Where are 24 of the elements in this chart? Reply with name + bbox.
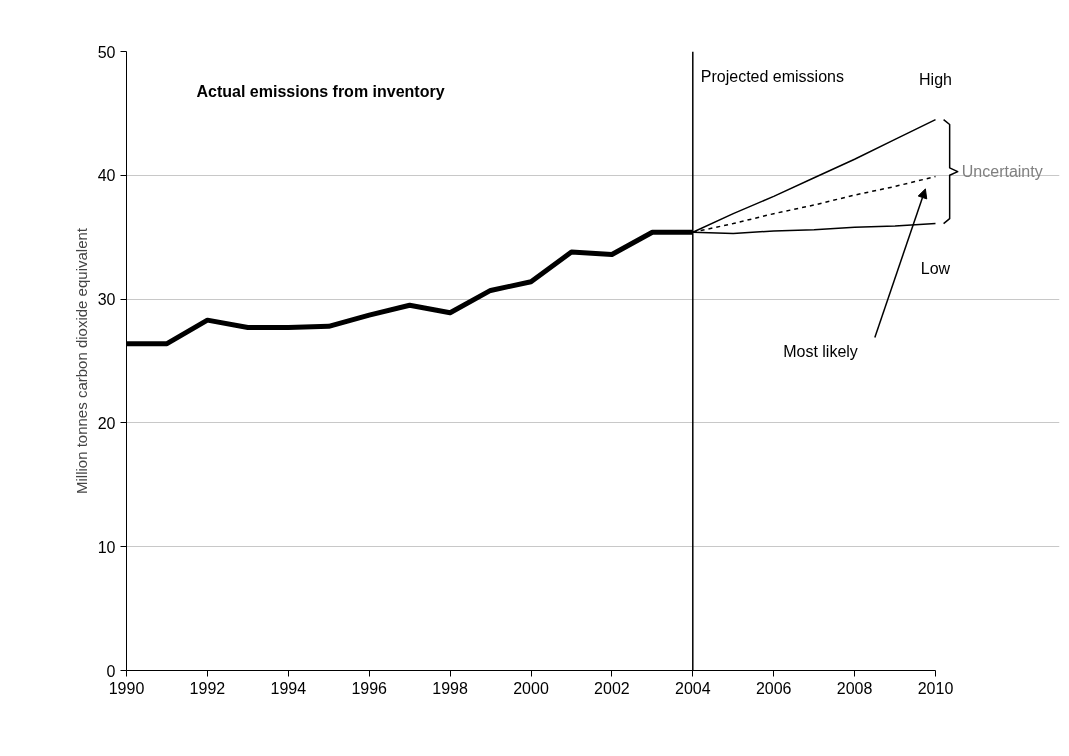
annotation: Actual emissions from inventory <box>196 83 445 100</box>
x-tick-label: 1990 <box>108 679 145 697</box>
y-tick-label: 40 <box>97 167 116 185</box>
text: Low <box>920 260 951 278</box>
y-tick-label: 50 <box>97 43 116 61</box>
y-tick-label: 20 <box>97 414 116 432</box>
text: High <box>919 71 952 89</box>
text: Uncertainty <box>961 163 1043 181</box>
y-tick-label: 0 <box>106 662 116 680</box>
annotation: Projected emissions <box>700 68 844 85</box>
x-tick-label: 2000 <box>513 679 549 697</box>
x-tick-label: 2008 <box>836 679 873 697</box>
y-tick-label: 30 <box>97 291 116 309</box>
text: Most likely <box>783 343 858 361</box>
x-tick-label: 1994 <box>270 679 307 697</box>
y-axis-title: Million tonnes carbon dioxide equivalent <box>72 227 90 494</box>
x-tick-label: 2006 <box>755 679 792 697</box>
x-tick-label: 1992 <box>189 679 226 697</box>
x-tick-label: 2004 <box>675 679 711 697</box>
x-tick-label: 1996 <box>351 679 388 697</box>
x-tick-label: 2010 <box>917 679 954 697</box>
x-tick-label: 2002 <box>594 679 630 697</box>
y-tick-label: 10 <box>97 538 116 556</box>
x-tick-label: 1998 <box>432 679 468 697</box>
